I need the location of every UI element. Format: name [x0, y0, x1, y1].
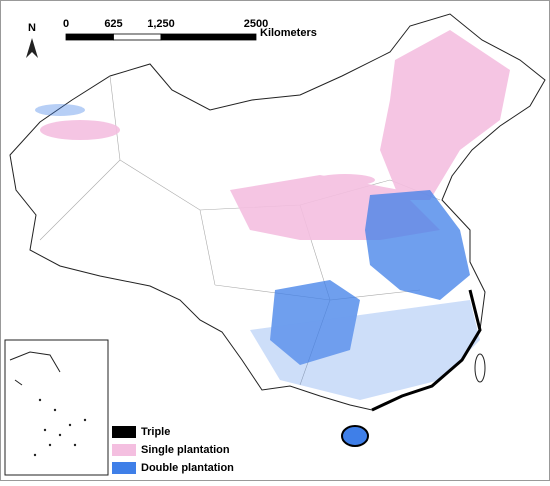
- legend-swatch: [112, 426, 136, 438]
- legend-label: Double plantation: [141, 462, 234, 474]
- scale-segment: [113, 33, 162, 41]
- hainan: [341, 425, 369, 447]
- scale-segment: [65, 33, 114, 41]
- scale-unit: Kilometers: [260, 27, 317, 39]
- inset-islands: [33, 398, 87, 457]
- legend-label: Triple: [141, 426, 170, 438]
- inset-coast: [9, 351, 61, 386]
- scale-tick-label: 2500: [244, 18, 268, 30]
- scale-segment: [160, 33, 257, 41]
- scale-tick-label: 0: [63, 18, 69, 30]
- scale-tick-label: 1,250: [147, 18, 175, 30]
- inset-frame: [4, 339, 109, 476]
- north-label: N: [28, 22, 36, 34]
- double-plantation-area: [35, 104, 480, 400]
- legend-swatch: [112, 444, 136, 456]
- scale-tick-label: 625: [104, 18, 122, 30]
- legend: Triple Single plantation Double plantation: [112, 426, 234, 474]
- taiwan: [474, 353, 486, 383]
- legend-swatch: [112, 462, 136, 474]
- legend-label: Single plantation: [141, 444, 230, 456]
- triple-coast: [371, 289, 482, 412]
- north-arrow: [26, 38, 38, 58]
